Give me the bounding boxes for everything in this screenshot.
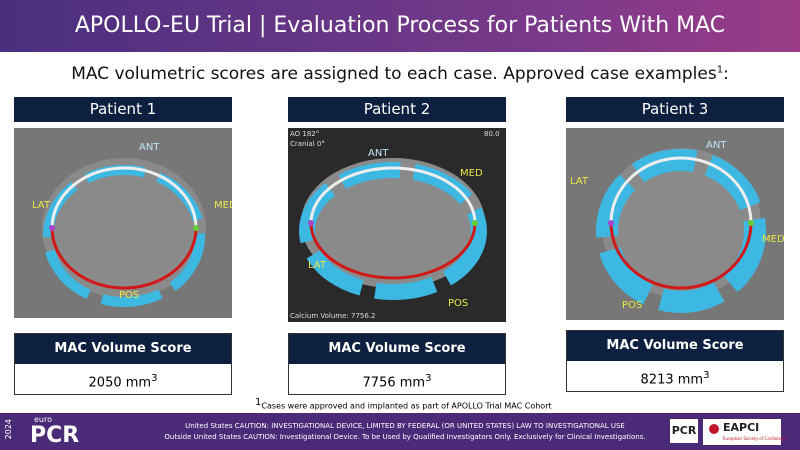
orientation-label: ANT — [706, 140, 727, 151]
patient-heading: Patient 2 — [288, 97, 506, 122]
score-exponent: 3 — [151, 373, 158, 384]
posterior-annulus — [609, 222, 753, 290]
tissue — [42, 158, 206, 298]
score-box: MAC Volume Score 2050 mm3 — [14, 333, 232, 395]
lat-point — [308, 220, 314, 226]
score-number: 7756 mm — [362, 375, 426, 391]
caution-line: United States CAUTION: INVESTIGATIONAL D… — [185, 422, 625, 430]
score-value: 8213 mm3 — [567, 361, 783, 395]
score-label: MAC Volume Score — [289, 334, 505, 364]
footer-year: 2024 — [4, 419, 13, 440]
footnote-marker: 1 — [255, 397, 262, 408]
med-point — [748, 220, 754, 226]
logo-eapci-sub: European Society of Cardiology — [723, 436, 786, 441]
orientation-label: LAT — [570, 176, 589, 187]
caution-line: Outside United States CAUTION: Investiga… — [164, 433, 646, 441]
orientation-label: POS — [448, 298, 468, 309]
subtitle-text: MAC volumetric scores are assigned to ea… — [71, 64, 717, 84]
anterior-annulus — [50, 166, 198, 229]
footer: 2024 euro PCR United States CAUTION: INV… — [0, 413, 800, 450]
score-label: MAC Volume Score — [567, 331, 783, 361]
orientation-label: MED — [762, 234, 784, 245]
score-box: MAC Volume Score 7756 mm3 — [288, 333, 506, 395]
score-exponent: 3 — [703, 370, 710, 381]
footer-brand-small: euro — [34, 415, 52, 424]
logo-eapci-box: EAPCI European Society of Cardiology — [703, 419, 786, 445]
lat-point — [49, 225, 55, 231]
tissue — [601, 148, 761, 298]
title: APOLLO-EU Trial | Evaluation Process for… — [0, 0, 800, 52]
anterior-annulus — [309, 166, 477, 224]
logo-pcr: PCR — [670, 419, 698, 443]
footnote-ref: 1 — [716, 64, 724, 76]
orientation-label: ANT — [139, 142, 160, 153]
orientation-label: MED — [460, 168, 483, 179]
score-box: MAC Volume Score 8213 mm3 — [566, 330, 784, 392]
tissue — [301, 158, 485, 288]
orientation-label: POS — [622, 300, 642, 311]
orientation-label: MED — [214, 200, 232, 211]
posterior-annulus — [309, 222, 477, 280]
logo-eapci: EAPCI — [723, 421, 760, 434]
footnote: 1Cases were approved and implanted as pa… — [255, 397, 552, 411]
calcium — [596, 149, 766, 313]
med-point — [193, 225, 199, 231]
footer-brand: PCR — [30, 423, 80, 448]
patient-heading: Patient 1 — [14, 97, 232, 122]
overlay-text: AO 182° — [290, 130, 319, 138]
score-exponent: 3 — [425, 373, 432, 384]
score-label: MAC Volume Score — [15, 334, 231, 364]
anterior-annulus — [609, 156, 753, 224]
footnote-text: Cases were approved and implanted as par… — [261, 401, 552, 411]
overlay-text: Cranial 0° — [290, 140, 325, 148]
score-value: 2050 mm3 — [15, 364, 231, 398]
patient-heading: Patient 3 — [566, 97, 784, 122]
score-number: 8213 mm — [640, 372, 704, 388]
score-value: 7756 mm3 — [289, 364, 505, 398]
lat-point — [608, 220, 614, 226]
score-number: 2050 mm — [88, 375, 152, 391]
orientation-label: POS — [119, 290, 139, 301]
orientation-label: LAT — [32, 200, 51, 211]
ct-image: ANT LAT MED POS AO 182° Cranial 0° 80.0 Calcium… — [288, 128, 506, 322]
ct-image: ANT LAT MED POS — [566, 128, 784, 320]
logo-heart — [709, 424, 719, 434]
calcium — [299, 162, 487, 300]
calcium — [43, 165, 205, 307]
subtitle: MAC volumetric scores are assigned to ea… — [0, 64, 800, 84]
overlay-text: 80.0 — [484, 130, 500, 138]
orientation-label: ANT — [368, 148, 389, 159]
subtitle-tail: : — [723, 64, 729, 84]
ct-image: ANT LAT MED POS — [14, 128, 232, 318]
overlay-text: Calcium Volume: 7756.2 — [290, 312, 376, 320]
orientation-label: LAT — [308, 260, 327, 271]
med-point — [472, 220, 478, 226]
posterior-annulus — [50, 227, 198, 290]
